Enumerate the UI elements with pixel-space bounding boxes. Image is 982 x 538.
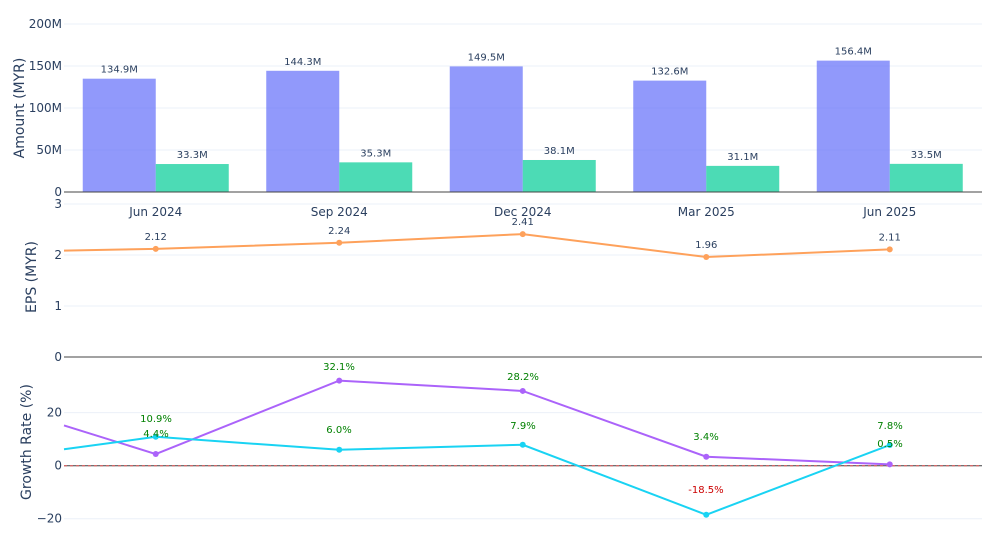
x-tick-label: Jun 2025 — [862, 205, 916, 219]
growth-value-label: 28.2% — [507, 372, 539, 383]
y-tick-label: 2 — [54, 248, 62, 262]
y-tick-label: 3 — [54, 197, 62, 211]
y-tick-label: 20 — [47, 406, 62, 420]
y-tick-label: 200M — [29, 17, 62, 31]
bar — [339, 162, 413, 192]
bar-value-label: 38.1M — [544, 146, 575, 157]
eps-value-label: 2.11 — [879, 232, 901, 243]
bar-value-label: 134.9M — [101, 65, 138, 76]
y-tick-label: 50M — [36, 143, 62, 157]
eps-value-label: 2.12 — [145, 232, 167, 243]
growth-point — [886, 442, 893, 449]
y-tick-label: −20 — [37, 512, 62, 526]
x-tick-label: Mar 2025 — [678, 205, 735, 219]
growth-line — [63, 379, 890, 466]
eps-point — [886, 246, 893, 253]
bar — [522, 159, 596, 192]
bar — [155, 164, 229, 192]
bar-value-label: 31.1M — [727, 152, 758, 163]
growth-point — [336, 446, 343, 453]
growth-line — [63, 435, 891, 516]
bar — [816, 60, 890, 193]
growth-point — [152, 451, 159, 458]
x-tick-label: Sep 2024 — [311, 205, 368, 219]
eps-point — [519, 231, 526, 238]
growth-value-label: 7.9% — [510, 421, 535, 432]
growth-value-label: 7.8% — [877, 421, 902, 432]
y-axis-title: EPS (MYR) — [24, 241, 40, 313]
bar — [266, 70, 340, 192]
bar-value-label: 132.6M — [651, 67, 688, 78]
eps-value-label: 1.96 — [695, 240, 717, 251]
y-tick-label: 150M — [29, 59, 62, 73]
eps-value-label: 2.41 — [512, 217, 534, 228]
bar — [82, 78, 156, 192]
eps-value-label: 2.24 — [328, 226, 350, 237]
y-tick-label: 1 — [54, 299, 62, 313]
eps-point — [152, 245, 159, 252]
growth-rate-panel: −20 0 20 Growth Rate (%) 4.4% 32.1% 28.2% 3.4% 0… — [19, 362, 982, 526]
bar — [889, 163, 963, 192]
bar — [633, 80, 707, 192]
eps-point — [703, 254, 710, 261]
bar-value-label: 33.5M — [911, 150, 942, 161]
bar-value-label: 144.3M — [284, 57, 321, 68]
growth-value-label: -18.5% — [688, 485, 723, 496]
growth-point — [152, 433, 159, 440]
y-tick-label: 0 — [54, 185, 62, 199]
x-tick-label: Dec 2024 — [494, 205, 552, 219]
y-tick-label: 0 — [54, 459, 62, 473]
eps-line — [63, 233, 890, 259]
y-axis-title: Amount (MYR) — [12, 58, 28, 159]
growth-point — [886, 461, 893, 468]
growth-point — [336, 377, 343, 384]
bar-value-label: 149.5M — [468, 52, 505, 63]
bar-value-label: 156.4M — [835, 47, 872, 58]
y-axis-title: Growth Rate (%) — [19, 384, 35, 500]
growth-value-label: 3.4% — [693, 432, 718, 443]
eps-line-panel: 0 1 2 3 EPS (MYR) 2.12 2.24 2.41 1.96 2.11 — [24, 197, 982, 364]
x-tick-label: Jun 2024 — [128, 205, 182, 219]
bar — [449, 66, 523, 192]
eps-point — [336, 239, 343, 246]
y-tick-label: 0 — [54, 350, 62, 364]
growth-value-label: 4.4% — [143, 429, 168, 440]
growth-value-label: 0.5% — [877, 439, 902, 450]
growth-point — [703, 453, 710, 460]
y-tick-label: 100M — [29, 101, 62, 115]
bar-value-label: 33.3M — [177, 150, 208, 161]
bar — [706, 165, 780, 192]
growth-value-label: 10.9% — [140, 414, 172, 425]
growth-point — [703, 511, 710, 518]
growth-point — [519, 441, 526, 448]
bar-value-label: 35.3M — [360, 148, 391, 159]
growth-value-label: 32.1% — [323, 362, 355, 373]
growth-value-label: 6.0% — [326, 425, 351, 436]
amount-bar-panel: 0 50M 100M 150M 200M Amount (MYR) 134.9M 144.3M… — [12, 17, 982, 219]
growth-point — [519, 387, 526, 394]
